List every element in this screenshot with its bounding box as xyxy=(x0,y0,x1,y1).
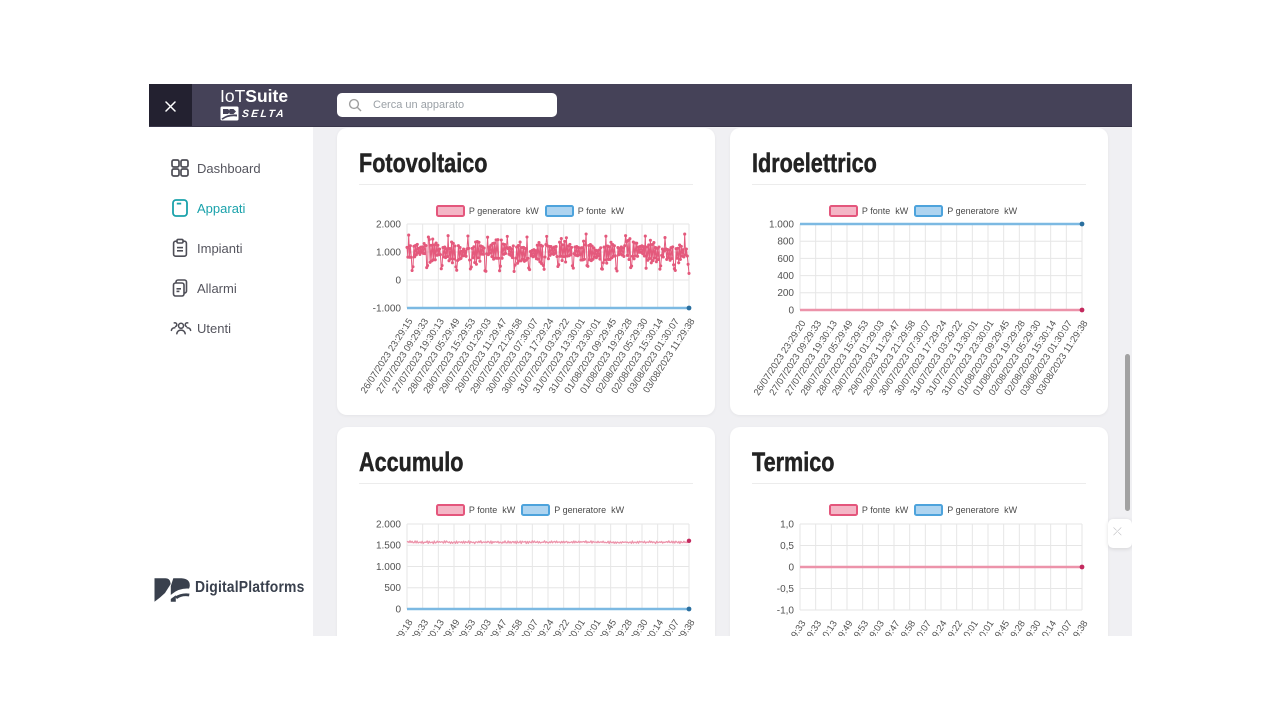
svg-text:26/07/2023 23:29:18: 26/07/2023 23:29:18 xyxy=(359,618,416,636)
svg-text:0: 0 xyxy=(395,275,401,286)
svg-text:1.000: 1.000 xyxy=(769,219,794,230)
svg-text:0: 0 xyxy=(395,604,401,615)
svg-text:200: 200 xyxy=(777,288,794,299)
svg-text:0: 0 xyxy=(788,562,794,573)
svg-text:-1.000: -1.000 xyxy=(373,303,402,314)
svg-text:0,5: 0,5 xyxy=(780,541,794,552)
svg-text:600: 600 xyxy=(777,254,794,265)
svg-text:1.000: 1.000 xyxy=(376,562,401,573)
svg-text:-1,0: -1,0 xyxy=(777,605,795,616)
svg-text:-0,5: -0,5 xyxy=(777,584,795,595)
svg-text:26/07/2023 23:29:33: 26/07/2023 23:29:33 xyxy=(752,619,809,636)
svg-text:2.000: 2.000 xyxy=(376,519,401,530)
svg-text:1,0: 1,0 xyxy=(780,519,794,530)
svg-text:1.500: 1.500 xyxy=(376,541,401,552)
svg-text:1.000: 1.000 xyxy=(376,247,401,258)
svg-text:0: 0 xyxy=(788,305,794,316)
svg-text:2.000: 2.000 xyxy=(376,219,401,230)
svg-text:800: 800 xyxy=(777,237,794,248)
svg-text:500: 500 xyxy=(384,583,401,594)
svg-text:400: 400 xyxy=(777,271,794,282)
